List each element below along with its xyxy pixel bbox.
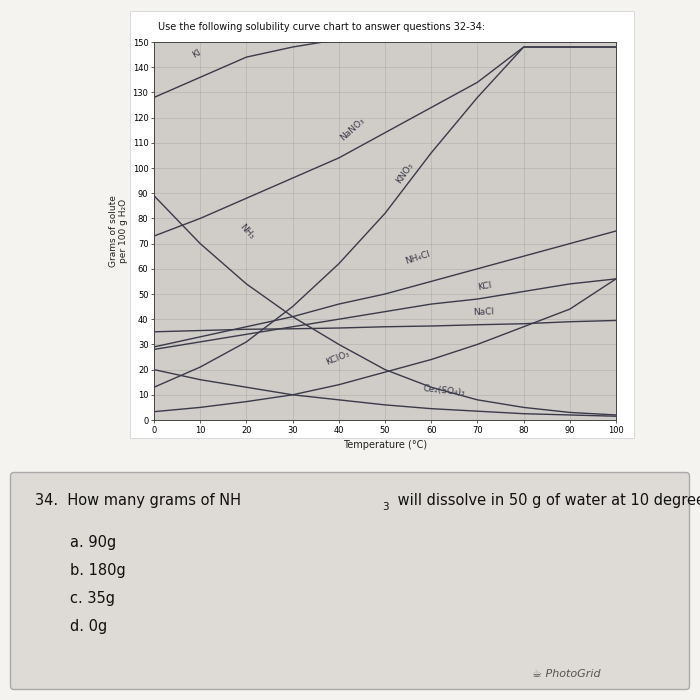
Text: KNO₃: KNO₃ xyxy=(394,162,415,186)
Text: Use the following solubility curve chart to answer questions 32-34:: Use the following solubility curve chart… xyxy=(158,22,484,32)
Text: a. 90g: a. 90g xyxy=(70,536,116,550)
X-axis label: Temperature (°C): Temperature (°C) xyxy=(343,440,427,450)
Text: d. 0g: d. 0g xyxy=(70,620,107,634)
Text: 3: 3 xyxy=(382,502,389,512)
Text: KClO₃: KClO₃ xyxy=(325,349,351,367)
Text: NaNO₃: NaNO₃ xyxy=(339,116,367,143)
Text: 34.  How many grams of NH: 34. How many grams of NH xyxy=(35,494,241,508)
Text: b. 180g: b. 180g xyxy=(70,564,126,578)
Text: NH₃: NH₃ xyxy=(237,223,256,241)
Text: Ce₂(SO₄)₃: Ce₂(SO₄)₃ xyxy=(422,384,466,398)
Y-axis label: Grams of solute
per 100 g H₂O: Grams of solute per 100 g H₂O xyxy=(109,195,128,267)
Text: KI: KI xyxy=(191,48,203,60)
Text: NH₄Cl: NH₄Cl xyxy=(403,250,431,266)
Text: NaCl: NaCl xyxy=(473,307,494,316)
Text: c. 35g: c. 35g xyxy=(70,592,115,606)
Text: ☕ PhotoGrid: ☕ PhotoGrid xyxy=(532,669,601,679)
Text: will dissolve in 50 g of water at 10 degrees?: will dissolve in 50 g of water at 10 deg… xyxy=(393,494,700,508)
Text: KCl: KCl xyxy=(477,280,493,291)
